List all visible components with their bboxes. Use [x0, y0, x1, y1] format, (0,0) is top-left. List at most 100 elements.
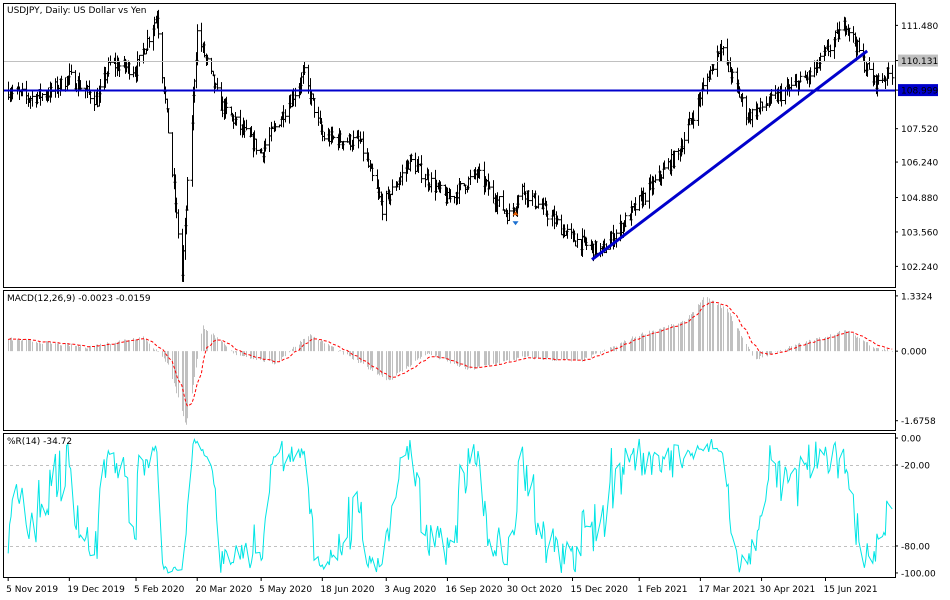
- price-bar: [623, 212, 628, 228]
- price-bar: [847, 27, 852, 42]
- y-tick-label: 104.880: [901, 194, 938, 204]
- price-bar: [331, 135, 336, 140]
- price-bar: [254, 138, 259, 155]
- price-bar: [886, 62, 891, 79]
- price-bar: [234, 116, 239, 126]
- price-title: USDJPY, Daily: US Dollar vs Yen: [7, 6, 146, 16]
- price-bar: [701, 77, 706, 91]
- price-bar: [516, 194, 521, 208]
- price-bar: [798, 71, 803, 83]
- price-bar: [156, 9, 161, 39]
- williams-title: %R(14) -34.72: [7, 437, 72, 447]
- x-tick-label: 20 Mar 2020: [195, 585, 252, 595]
- y-tick-label: 1.3324: [901, 292, 933, 302]
- price-bar: [117, 60, 122, 77]
- y-tick-label: -20.00: [901, 462, 930, 472]
- price-bar: [808, 67, 813, 85]
- x-tick-label: 18 Jun 2020: [320, 585, 374, 595]
- y-tick-label: 0.00: [901, 435, 921, 445]
- price-bar: [653, 174, 658, 183]
- price-bar: [643, 192, 648, 206]
- x-tick-label: 15 Jun 2021: [823, 585, 877, 595]
- price-bar: [137, 54, 142, 67]
- x-tick-label: 19 Dec 2019: [67, 585, 125, 595]
- price-bar: [438, 181, 443, 194]
- x-tick-label: 15 Dec 2020: [571, 585, 629, 595]
- last-price-price-tag: [898, 54, 938, 67]
- price-bar: [205, 54, 210, 66]
- price-bar: [127, 61, 132, 80]
- x-tick-label: 5 Nov 2019: [6, 585, 58, 595]
- price-layer: [4, 9, 895, 282]
- price-bar: [244, 119, 249, 131]
- price-bar: [322, 131, 327, 142]
- price-bar: [468, 169, 473, 185]
- macd-title: MACD(12,26,9) -0.0023 -0.0159: [7, 294, 151, 304]
- x-tick-label: 5 May 2020: [259, 585, 312, 595]
- level-price-tag: [898, 84, 938, 97]
- axis-layer: 111.480 110.131 108.999 107.520 106.240 104.8…: [6, 22, 938, 595]
- price-bar: [185, 176, 190, 211]
- price-bar: [682, 131, 687, 155]
- price-bar: [390, 179, 395, 196]
- price-bar: [458, 181, 463, 191]
- price-bar: [890, 64, 895, 85]
- price-bar: [341, 140, 346, 151]
- x-tick-label: 5 Feb 2020: [134, 585, 185, 595]
- price-bar: [351, 130, 356, 150]
- price-bar: [867, 57, 872, 70]
- price-bar: [312, 98, 317, 118]
- price-bar: [263, 138, 268, 152]
- price-bar: [730, 68, 735, 83]
- price-bar: [857, 37, 862, 53]
- price-bar: [828, 44, 833, 58]
- price-bar: [273, 123, 278, 132]
- price-bar: [691, 110, 696, 129]
- price-bar: [283, 109, 288, 123]
- price-bar: [555, 215, 560, 225]
- price-bar: [400, 164, 405, 186]
- x-tick-label: 17 Mar 2021: [698, 585, 755, 595]
- x-tick-label: 1 Feb 2021: [637, 585, 687, 595]
- williams-panel[interactable]: [3, 433, 896, 578]
- price-bar: [176, 209, 181, 239]
- y-tick-label: 0.000: [901, 348, 927, 358]
- y-tick-label: -80.00: [901, 542, 930, 552]
- y-tick-label: 108.999: [901, 87, 938, 97]
- marker-up-icon: [512, 211, 519, 216]
- price-bar: [147, 36, 152, 48]
- price-bar: [536, 195, 541, 209]
- y-tick-label: -1.6758: [901, 417, 936, 427]
- price-bar: [721, 45, 726, 56]
- price-bar: [69, 64, 74, 75]
- price-bar: [740, 92, 745, 107]
- macd-signal-line: [8, 301, 893, 407]
- price-bar: [215, 77, 220, 90]
- price-bar: [565, 224, 570, 239]
- marker-down-icon: [512, 221, 519, 226]
- price-bar: [711, 64, 716, 71]
- x-tick-label: 30 Apr 2021: [760, 585, 816, 595]
- price-bar: [477, 163, 482, 179]
- price-bar: [545, 210, 550, 227]
- price-bar: [614, 229, 619, 248]
- price-bar: [370, 163, 375, 182]
- y-tick-label: 103.560: [901, 228, 938, 238]
- price-bar: [419, 155, 424, 184]
- price-bar: [760, 101, 765, 112]
- price-bar: [409, 153, 414, 163]
- williams-layer: [4, 437, 895, 574]
- price-bar: [584, 237, 589, 251]
- trendline: [591, 49, 869, 261]
- price-panel[interactable]: [3, 3, 896, 288]
- y-tick-label: -100.00: [901, 569, 936, 579]
- price-bar: [30, 89, 35, 107]
- price-bar: [633, 197, 638, 216]
- y-tick-label: 111.480: [901, 22, 938, 32]
- price-bar: [575, 233, 580, 248]
- price-bar: [789, 77, 794, 90]
- price-bar: [497, 196, 502, 207]
- price-bar: [302, 61, 307, 75]
- price-bar: [448, 189, 453, 203]
